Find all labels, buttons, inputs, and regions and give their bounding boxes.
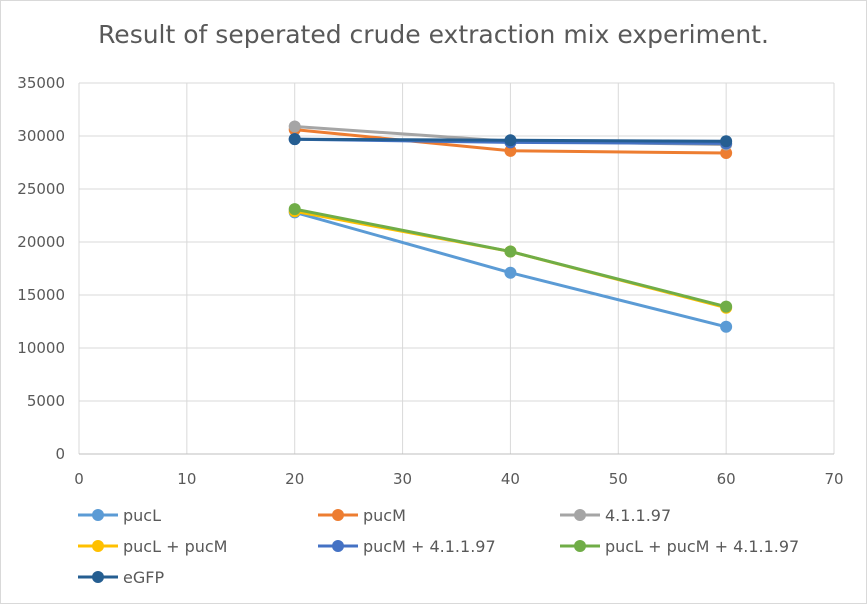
legend-label: eGFP — [123, 568, 164, 587]
chart-title: Result of seperated crude extraction mix… — [98, 20, 769, 49]
legend-swatch-marker — [332, 509, 344, 521]
data-point — [720, 135, 733, 148]
legend-swatch-marker — [574, 509, 586, 521]
plot-series — [288, 120, 733, 333]
data-point — [504, 134, 517, 147]
series-6 — [288, 203, 733, 313]
legend-swatch-marker — [92, 571, 104, 583]
legend-item: 4.1.1.97 — [560, 506, 671, 525]
legend-item: pucM + 4.1.1.97 — [318, 537, 496, 556]
data-point — [504, 144, 517, 157]
y-tick-label: 35000 — [17, 74, 65, 92]
data-point — [504, 266, 517, 279]
data-point — [288, 120, 301, 133]
data-point — [720, 300, 733, 313]
data-point — [288, 203, 301, 216]
x-tick-label: 70 — [824, 470, 843, 488]
y-tick-label: 5000 — [27, 392, 65, 410]
data-point — [720, 146, 733, 159]
legend-swatch-marker — [92, 540, 104, 552]
y-tick-label: 0 — [55, 445, 65, 463]
legend-item: pucL — [78, 506, 161, 525]
legend-label: 4.1.1.97 — [605, 506, 671, 525]
legend-item: pucL + pucM — [78, 537, 227, 556]
legend-item: eGFP — [78, 568, 164, 587]
x-tick-label: 30 — [393, 470, 412, 488]
x-tick-label: 60 — [717, 470, 736, 488]
legend-swatch-marker — [574, 540, 586, 552]
legend: pucL pucM 4.1.1.97 pucL + pucM pucM + 4.1.1.… — [78, 506, 799, 587]
legend-item: pucL + pucM + 4.1.1.97 — [560, 537, 799, 556]
x-tick-label: 0 — [74, 470, 84, 488]
data-point — [720, 320, 733, 333]
series-7 — [288, 133, 733, 148]
legend-label: pucL + pucM + 4.1.1.97 — [605, 537, 799, 556]
legend-label: pucL — [123, 506, 161, 525]
x-tick-label: 50 — [609, 470, 628, 488]
data-point — [504, 245, 517, 258]
y-tick-label: 30000 — [17, 127, 65, 145]
x-tick-label: 40 — [501, 470, 520, 488]
legend-swatch-marker — [332, 540, 344, 552]
legend-label: pucL + pucM — [123, 537, 227, 556]
y-tick-label: 15000 — [17, 286, 65, 304]
y-tick-label: 25000 — [17, 180, 65, 198]
y-tick-label: 10000 — [17, 339, 65, 357]
legend-label: pucM + 4.1.1.97 — [363, 537, 496, 556]
x-tick-label: 20 — [285, 470, 304, 488]
data-point — [288, 133, 301, 146]
axes: 0 5000 10000 15000 20000 25000 30000 35000 0 10 20… — [17, 74, 843, 488]
legend-item: pucM — [318, 506, 406, 525]
x-tick-label: 10 — [177, 470, 196, 488]
legend-swatch-marker — [92, 509, 104, 521]
y-tick-label: 20000 — [17, 233, 65, 251]
legend-label: pucM — [363, 506, 406, 525]
